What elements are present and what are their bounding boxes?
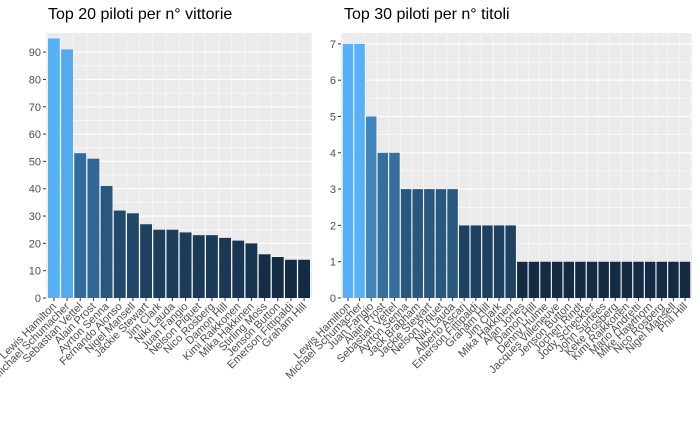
y-tick-label: 5	[330, 111, 336, 123]
chart-panel-wins: Top 20 piloti per n° vittorie 0 10 20 30 40 5…	[0, 0, 345, 432]
bar	[166, 229, 179, 298]
y-tick-label: 60	[29, 129, 41, 141]
y-tick-label: 20	[29, 238, 41, 250]
y-tick-label: 40	[29, 184, 41, 196]
bar	[100, 185, 113, 298]
bar	[271, 257, 284, 298]
bar	[540, 261, 551, 298]
y-tick-label: 90	[29, 47, 41, 59]
bar	[563, 261, 575, 298]
y-tick-label: 30	[29, 211, 41, 223]
bar	[61, 49, 73, 298]
y-tick-label: 80	[29, 74, 41, 86]
bar	[412, 189, 423, 298]
bar	[87, 158, 100, 298]
bar	[219, 237, 232, 298]
bar	[47, 38, 60, 298]
bar	[205, 235, 218, 298]
bar	[113, 210, 126, 298]
bar	[424, 189, 435, 298]
bar	[298, 259, 311, 298]
y-tick-label: 0	[35, 293, 41, 305]
bar	[389, 152, 400, 298]
bar	[551, 261, 563, 298]
y-tick-label: 7	[330, 39, 336, 51]
bar	[610, 261, 621, 298]
bar	[528, 261, 540, 298]
chart-title: Top 30 piloti per n° titoli	[344, 6, 510, 23]
bar	[435, 189, 447, 298]
bar	[377, 152, 389, 298]
bar	[679, 261, 691, 298]
y-tick-label: 70	[29, 102, 41, 114]
y-tick-label: 2	[330, 220, 336, 232]
bar	[482, 225, 493, 298]
bar	[232, 240, 245, 298]
bar	[447, 189, 458, 298]
bar	[458, 225, 470, 298]
bar	[656, 261, 668, 298]
bar	[126, 213, 139, 298]
bar	[140, 224, 153, 298]
bar	[192, 235, 205, 298]
bar	[575, 261, 586, 298]
bar	[365, 116, 377, 298]
bar	[153, 229, 166, 298]
bar	[493, 225, 505, 298]
y-tick-label: 3	[330, 184, 336, 196]
bar	[354, 43, 365, 298]
bar	[668, 261, 679, 298]
bar	[179, 232, 192, 298]
y-tick-label: 4	[330, 148, 336, 160]
y-tick-label: 1	[330, 257, 336, 269]
bar	[285, 259, 297, 298]
bar	[342, 43, 354, 298]
y-tick-label: 6	[330, 75, 336, 87]
bar	[74, 153, 87, 298]
bar	[621, 261, 633, 298]
bar	[633, 261, 644, 298]
bar	[586, 261, 598, 298]
y-tick-label: 10	[29, 266, 41, 278]
bar	[598, 261, 609, 298]
bar	[505, 225, 516, 298]
bar	[644, 261, 656, 298]
bar	[258, 254, 271, 298]
chart-title: Top 20 piloti per n° vittorie	[48, 6, 233, 23]
bar	[400, 189, 412, 298]
bar	[470, 225, 482, 298]
bar	[245, 243, 258, 298]
bar	[517, 261, 528, 298]
y-tick-label: 0	[330, 293, 336, 305]
y-tick-label: 50	[29, 156, 41, 168]
